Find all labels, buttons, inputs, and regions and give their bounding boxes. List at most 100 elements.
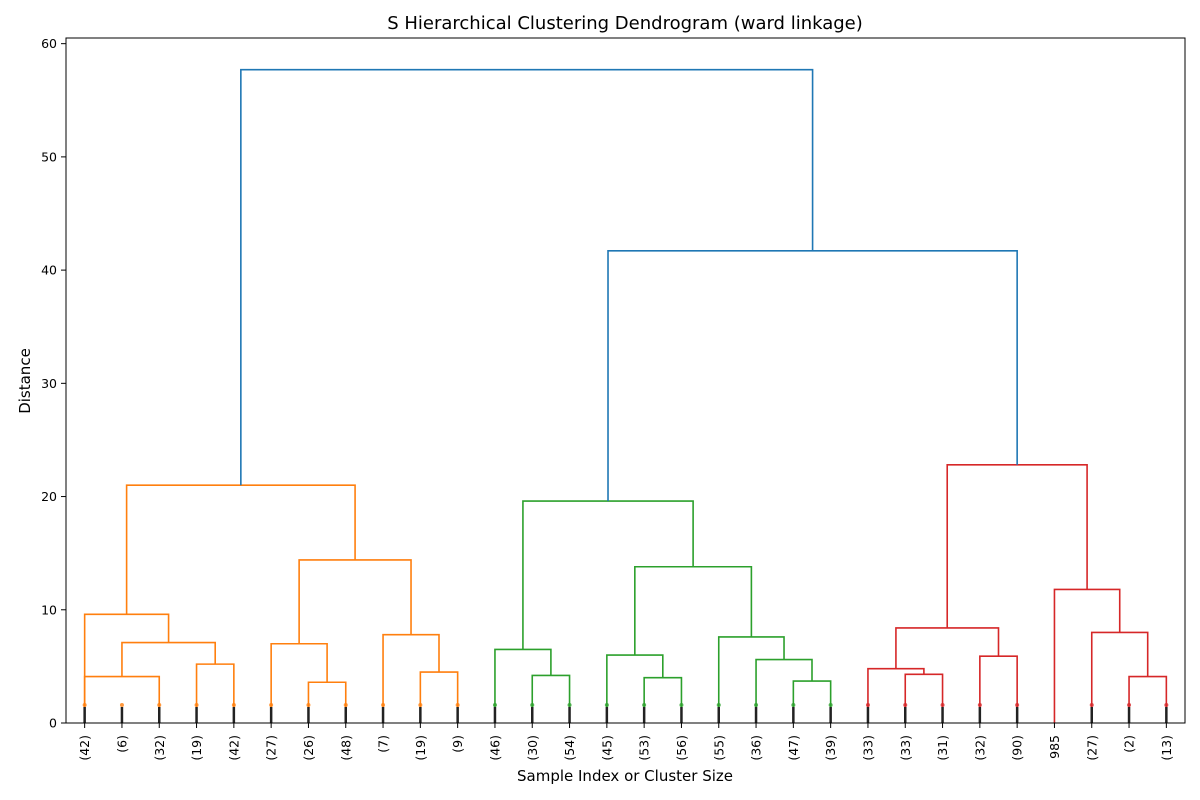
leaf-marker-dot	[828, 703, 833, 707]
leaf-label: (42)	[226, 735, 241, 761]
leaf-marker-dot	[82, 703, 87, 707]
leaf-marker-dot	[231, 703, 236, 707]
leaf-label: (90)	[1010, 735, 1025, 761]
leaf-label: (46)	[487, 735, 502, 761]
leaf-marker-dot	[977, 703, 982, 707]
dendrogram-link	[307, 681, 347, 723]
dendrogram-link	[382, 633, 440, 723]
chart-title: S Hierarchical Clustering Dendrogram (wa…	[387, 13, 863, 34]
plot-frame	[65, 37, 1186, 724]
leaf-label: (48)	[338, 735, 353, 761]
x-axis: (42) (6) (32) (19) (42) (27) (26) (48) (7) (19) (9…	[77, 723, 1174, 761]
leaf-marker-dot	[381, 703, 386, 707]
dendrogram-link	[979, 655, 1018, 723]
leaf-label: (42)	[77, 735, 92, 761]
y-tick-label: 20	[41, 489, 57, 504]
leaf-marker-dot	[567, 703, 572, 707]
leaf-label: (7)	[376, 735, 391, 753]
y-tick-label: 50	[41, 149, 57, 164]
dendrogram-link	[606, 654, 664, 723]
leaf-markers	[82, 703, 1169, 723]
leaf-marker-dot	[455, 703, 460, 707]
y-tick-label: 10	[41, 602, 57, 617]
leaf-label: (31)	[935, 735, 950, 761]
leaf-label: (39)	[823, 735, 838, 761]
leaf-label: (19)	[189, 735, 204, 761]
y-tick-label: 30	[41, 376, 57, 391]
y-tick-label: 0	[49, 716, 57, 731]
dendrogram-link	[755, 658, 813, 723]
leaf-marker-dot	[1164, 703, 1169, 707]
leaf-label: (27)	[264, 735, 279, 761]
leaf-label: (36)	[749, 735, 764, 761]
dendrogram-link	[607, 250, 1018, 502]
leaf-marker-dot	[492, 703, 497, 707]
dendrogram-links	[83, 68, 1168, 723]
leaf-label: (32)	[972, 735, 987, 761]
dendrogram-link	[83, 613, 170, 723]
dendrogram-link	[494, 648, 552, 723]
dendrogram-link	[867, 667, 925, 723]
y-tick-label: 60	[41, 36, 57, 51]
y-tick-label: 40	[41, 263, 57, 278]
dendrogram-link	[1053, 588, 1121, 723]
dendrogram-link	[717, 636, 785, 723]
dendrogram-link	[895, 627, 1000, 669]
leaf-label: (33)	[860, 735, 875, 761]
leaf-marker-dot	[940, 703, 945, 707]
leaf-label: (13)	[1159, 735, 1174, 761]
y-axis: 0 10 20 30 40 50 60	[41, 36, 66, 731]
leaf-label: (56)	[674, 735, 689, 761]
dendrogram-link	[946, 464, 1088, 628]
leaf-marker-dot	[269, 703, 274, 707]
leaf-marker-dot	[716, 703, 721, 707]
dendrogram-link	[240, 68, 814, 486]
dendrogram-link	[419, 671, 459, 723]
leaf-label: (6)	[114, 735, 129, 753]
leaf-label: (33)	[898, 735, 913, 761]
leaf-marker-dot	[157, 703, 162, 707]
leaf-marker-dot	[119, 703, 124, 707]
leaf-label: (32)	[152, 735, 167, 761]
leaf-label: (9)	[450, 735, 465, 753]
dendrogram-link	[904, 673, 944, 723]
dendrogram-link	[792, 680, 832, 723]
leaf-marker-dot	[791, 703, 796, 707]
dendrogram-link	[298, 559, 412, 644]
dendrogram-link	[195, 663, 235, 723]
leaf-label: (26)	[301, 735, 316, 761]
leaf-label: (45)	[599, 735, 614, 761]
leaf-label: (27)	[1084, 735, 1099, 761]
dendrogram-link	[125, 484, 356, 615]
leaf-marker-dot	[306, 703, 311, 707]
leaf-marker-dot	[903, 703, 908, 707]
leaf-marker-dot	[642, 703, 647, 707]
leaf-marker-dot	[418, 703, 423, 707]
dendrogram-link	[1128, 675, 1168, 723]
y-axis-label: Distance	[16, 348, 34, 414]
leaf-marker-dot	[530, 703, 535, 707]
leaf-marker-dot	[343, 703, 348, 707]
leaf-label: (55)	[711, 735, 726, 761]
leaf-marker-dot	[194, 703, 199, 707]
leaf-marker-dot	[1089, 703, 1094, 707]
leaf-label: (30)	[525, 735, 540, 761]
leaf-label: (53)	[637, 735, 652, 761]
leaf-marker-dot	[604, 703, 609, 707]
dendrogram-link	[270, 642, 328, 723]
dendrogram-link	[531, 674, 571, 723]
leaf-label: (47)	[786, 735, 801, 761]
leaf-marker-dot	[865, 703, 870, 707]
leaf-marker-dot	[679, 703, 684, 707]
leaf-marker-dot	[754, 703, 759, 707]
dendrogram-link	[1090, 631, 1149, 723]
dendrogram-link	[643, 676, 683, 723]
leaf-marker-dot	[1127, 703, 1132, 707]
leaf-label: (19)	[413, 735, 428, 761]
leaf-marker-dot	[1015, 703, 1020, 707]
leaf-label: 985	[1047, 735, 1062, 759]
leaf-label: (54)	[562, 735, 577, 761]
dendrogram-link	[634, 565, 753, 656]
x-axis-label: Sample Index or Cluster Size	[517, 767, 733, 785]
